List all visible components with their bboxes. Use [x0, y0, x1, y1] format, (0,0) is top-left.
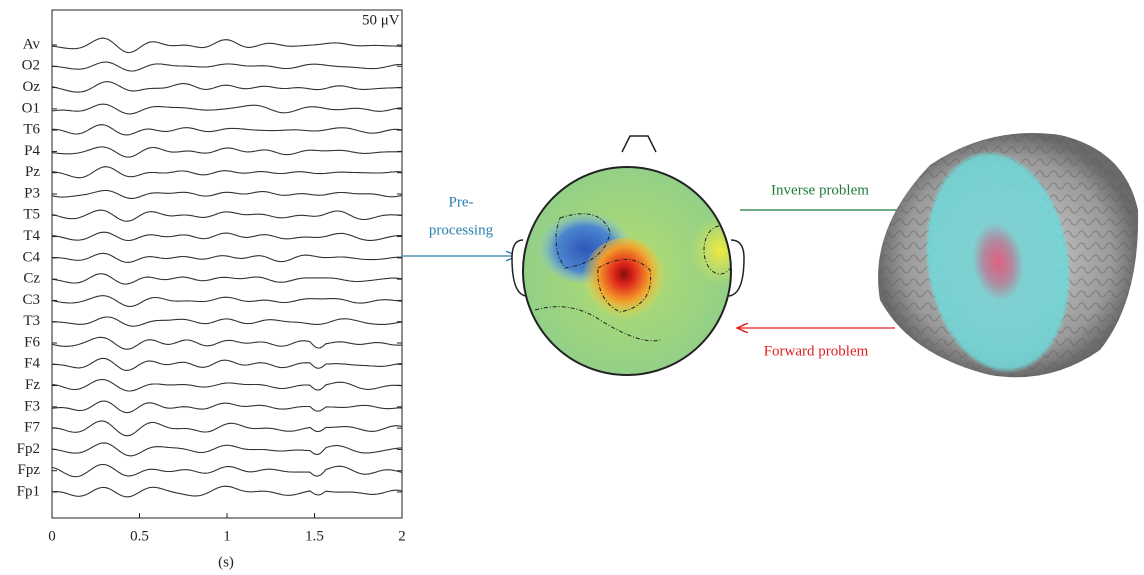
channel-label: T5 [23, 207, 40, 223]
eeg-trace [51, 103, 403, 115]
eeg-trace [51, 81, 402, 93]
eeg-trace [51, 295, 403, 307]
eeg-trace [51, 166, 403, 179]
eeg-traces [51, 37, 403, 498]
channel-label: Fz [25, 377, 40, 393]
plot-frame [51, 9, 403, 519]
scale-label: 50 μV [362, 12, 400, 28]
eeg-trace [51, 378, 403, 392]
brain-model [878, 133, 1139, 378]
x-tick-label: 1.5 [305, 528, 324, 544]
eeg-trace [51, 61, 402, 72]
channel-label: P3 [24, 185, 40, 201]
channel-label: C4 [22, 249, 40, 265]
channel-label: P4 [24, 143, 40, 159]
channel-label: T3 [23, 313, 40, 329]
x-tick-label: 2 [398, 528, 406, 544]
eeg-trace [51, 463, 403, 478]
eeg-trace [51, 146, 402, 158]
inverse-label: Inverse problem [771, 182, 869, 198]
channel-label: O1 [22, 100, 40, 116]
channel-label: Oz [23, 79, 41, 95]
eeg-trace [51, 273, 403, 285]
scalp-map [511, 135, 745, 376]
channel-label: Fp2 [17, 441, 40, 457]
eeg-trace [51, 442, 402, 457]
channel-label: Cz [23, 271, 40, 287]
preprocessing-label: processing [429, 222, 494, 238]
eeg-trace [51, 336, 403, 350]
channel-label: O2 [22, 58, 40, 74]
x-axis-label: (s) [218, 554, 234, 570]
eeg-trace [51, 400, 402, 414]
channel-label: F3 [24, 398, 40, 414]
eeg-trace [51, 209, 403, 222]
eeg-trace [51, 420, 403, 437]
channel-label: F4 [24, 356, 40, 372]
channel-label: Av [23, 36, 41, 52]
channel-label: C3 [22, 292, 40, 308]
eeg-trace [52, 316, 403, 327]
x-tick-label: 0 [48, 528, 56, 544]
channel-label: F6 [24, 334, 40, 350]
eeg-trace [51, 252, 402, 263]
eeg-trace [51, 37, 403, 54]
channel-label: Fp1 [17, 483, 40, 499]
x-tick-label: 1 [223, 528, 231, 544]
eeg-trace [51, 231, 402, 242]
x-tick-label: 0.5 [130, 528, 149, 544]
preprocessing-label: Pre- [449, 194, 474, 210]
eeg-trace [52, 357, 403, 371]
forward-label: Forward problem [764, 343, 869, 359]
channel-label: Pz [25, 164, 40, 180]
channel-label: F7 [24, 420, 40, 436]
channel-label: T4 [23, 228, 40, 244]
eeg-trace [51, 485, 403, 498]
eeg-trace [52, 124, 403, 136]
channel-label: Fpz [18, 462, 41, 478]
eeg-trace [51, 189, 403, 199]
channel-label: T6 [23, 122, 40, 138]
